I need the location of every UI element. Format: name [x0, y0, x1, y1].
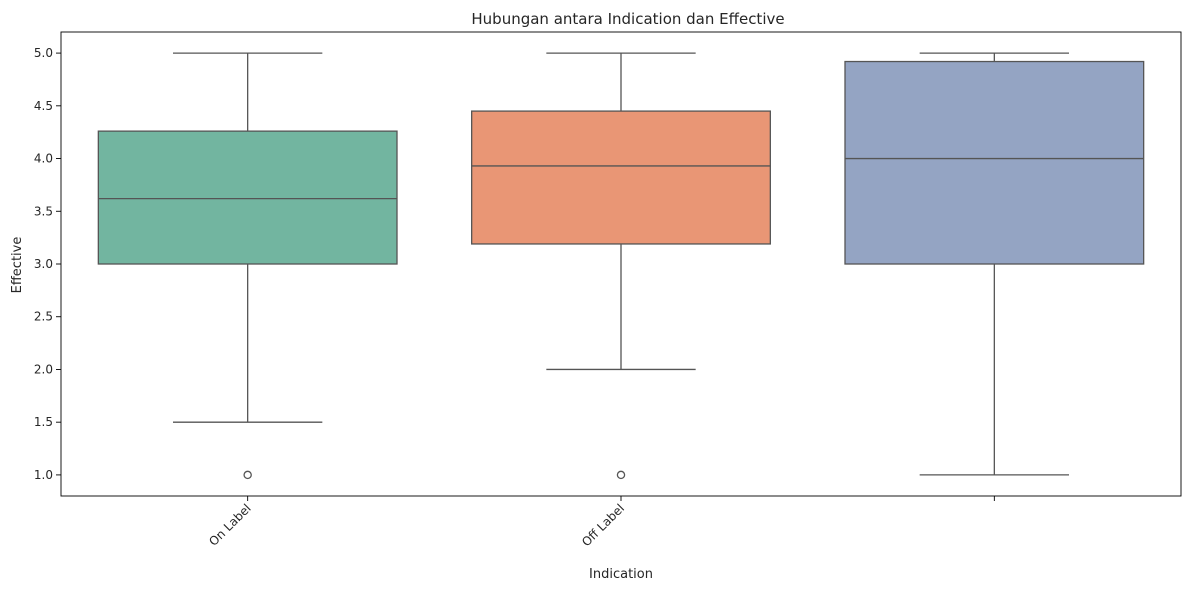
y-tick-label: 3.5 — [34, 204, 53, 218]
y-axis-label: Effective — [10, 237, 25, 294]
y-tick-label: 5.0 — [34, 46, 53, 60]
y-tick-label: 3.0 — [34, 257, 53, 271]
box-off-label — [471, 110, 771, 245]
y-tick-label: 2.5 — [34, 310, 53, 324]
outlier-point-off-label — [616, 470, 626, 480]
y-tick-label: 1.0 — [34, 468, 53, 482]
x-tick-label: Off Label — [579, 501, 627, 549]
y-tick-label: 2.0 — [34, 362, 53, 376]
outlier-point-on-label — [243, 470, 252, 480]
y-tick-label: 4.0 — [34, 152, 53, 166]
plot-area: 1.0 1.5 2.0 2.5 3.0 3.5 4.0 4.5 5.0 On Label Off L… — [34, 31, 1182, 549]
y-tick-label: 1.5 — [34, 415, 53, 429]
box-unlabeled — [844, 60, 1145, 265]
chart-title: Hubungan antara Indication dan Effective — [471, 10, 784, 28]
x-axis-label: Indication — [589, 567, 653, 582]
box-on-label — [97, 130, 398, 265]
x-tick-label: On Label — [206, 501, 254, 549]
y-tick-label: 4.5 — [34, 99, 53, 113]
